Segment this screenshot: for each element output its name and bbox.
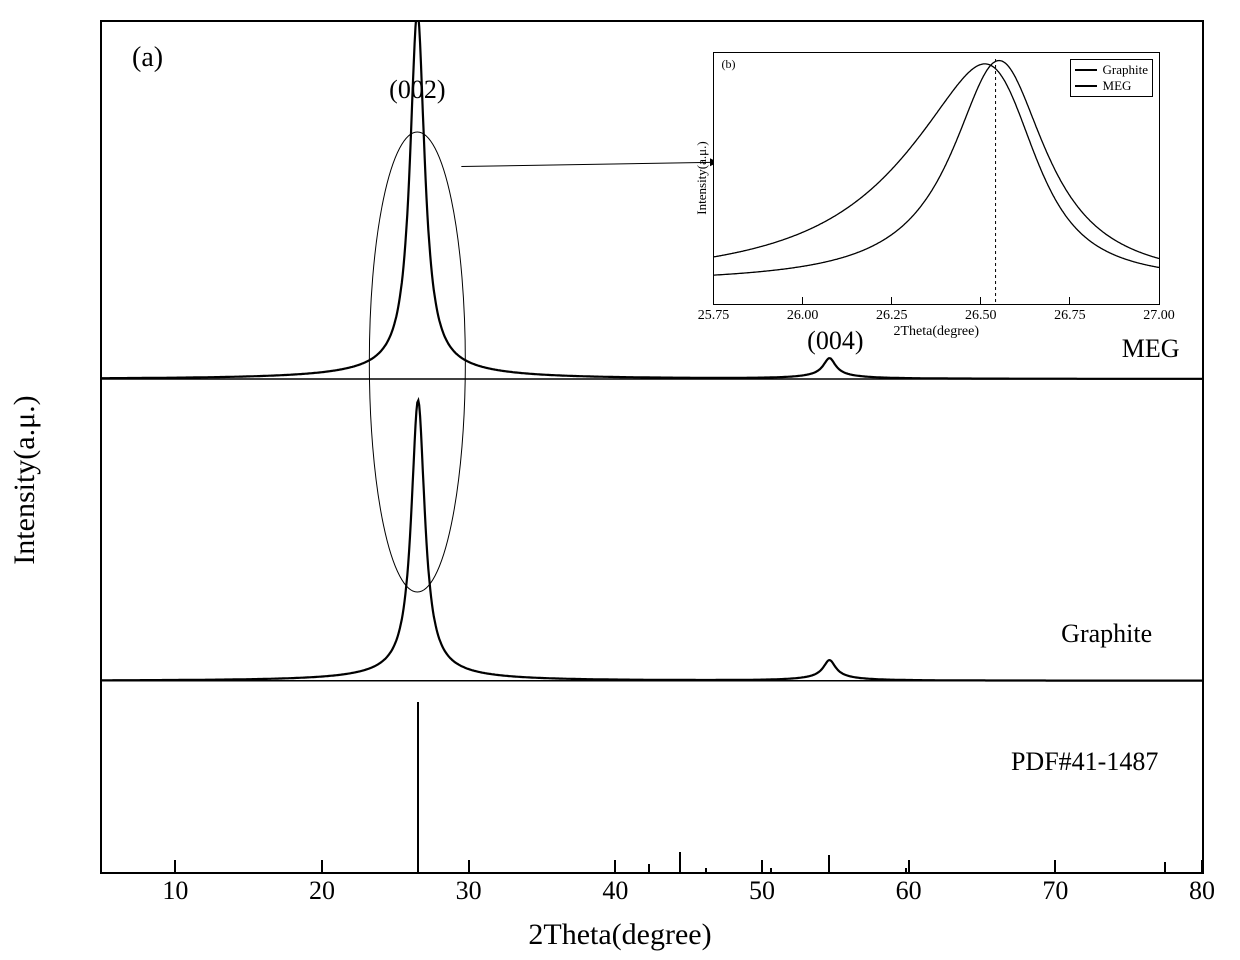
reference-sticks — [102, 702, 1202, 872]
inset-x-tick — [713, 297, 714, 304]
y-axis-label: Intensity(a.μ.) — [8, 395, 42, 564]
x-tick — [468, 860, 470, 872]
x-tick — [614, 860, 616, 872]
legend-item: MEG — [1075, 78, 1148, 94]
legend-line-icon — [1075, 69, 1097, 71]
reference-stick — [648, 864, 650, 873]
x-tick-label: 20 — [309, 876, 335, 906]
inset-y-axis-label: Intensity(a.μ.) — [694, 141, 710, 214]
legend-label: MEG — [1103, 78, 1132, 94]
x-tick-label: 80 — [1189, 876, 1215, 906]
inset-x-axis-label: 2Theta(degree) — [894, 324, 980, 340]
x-tick-label: 30 — [456, 876, 482, 906]
inset-x-tick — [980, 297, 981, 304]
x-tick — [761, 860, 763, 872]
x-tick-label: 10 — [162, 876, 188, 906]
inset-x-tick-label: 27.00 — [1143, 308, 1175, 324]
figure: Intensity(a.μ.) 2Theta(degree) (a) (002)… — [0, 0, 1240, 960]
inset-plot: (b) Intensity(a.μ.) 2Theta(degree) 25.75… — [713, 52, 1161, 305]
inset-legend: GraphiteMEG — [1070, 59, 1153, 97]
inset-x-tick — [1159, 297, 1160, 304]
reference-stick — [905, 868, 907, 872]
inset-x-tick-label: 26.25 — [876, 308, 908, 324]
x-tick-label: 50 — [749, 876, 775, 906]
reference-stick — [417, 702, 419, 872]
inset-x-tick-label: 26.75 — [1054, 308, 1086, 324]
inset-x-tick — [802, 297, 803, 304]
main-plot-area: (a) (002) (004) MEG Graphite PDF#41-1487… — [100, 20, 1204, 874]
x-tick-label: 40 — [602, 876, 628, 906]
reference-stick — [828, 855, 830, 872]
x-tick — [174, 860, 176, 872]
series-graphite — [102, 400, 1202, 680]
inset-x-tick — [891, 297, 892, 304]
inset-x-tick-label: 26.50 — [965, 308, 997, 324]
inset-x-tick-label: 26.00 — [787, 308, 819, 324]
x-tick-label: 60 — [896, 876, 922, 906]
x-tick — [1201, 860, 1203, 872]
legend-item: Graphite — [1075, 62, 1148, 78]
legend-line-icon — [1075, 85, 1097, 87]
x-tick — [908, 860, 910, 872]
x-axis-label: 2Theta(degree) — [528, 918, 711, 952]
reference-stick — [1164, 862, 1166, 872]
reference-stick — [705, 868, 707, 872]
x-tick-label: 70 — [1042, 876, 1068, 906]
highlight-ellipse — [369, 132, 465, 592]
reference-stick — [679, 852, 681, 872]
legend-label: Graphite — [1103, 62, 1148, 78]
reference-stick — [770, 868, 772, 872]
callout-arrow-line — [461, 162, 718, 166]
inset-x-tick-label: 25.75 — [698, 308, 730, 324]
x-tick — [321, 860, 323, 872]
inset-x-tick — [1069, 297, 1070, 304]
x-tick — [1054, 860, 1056, 872]
